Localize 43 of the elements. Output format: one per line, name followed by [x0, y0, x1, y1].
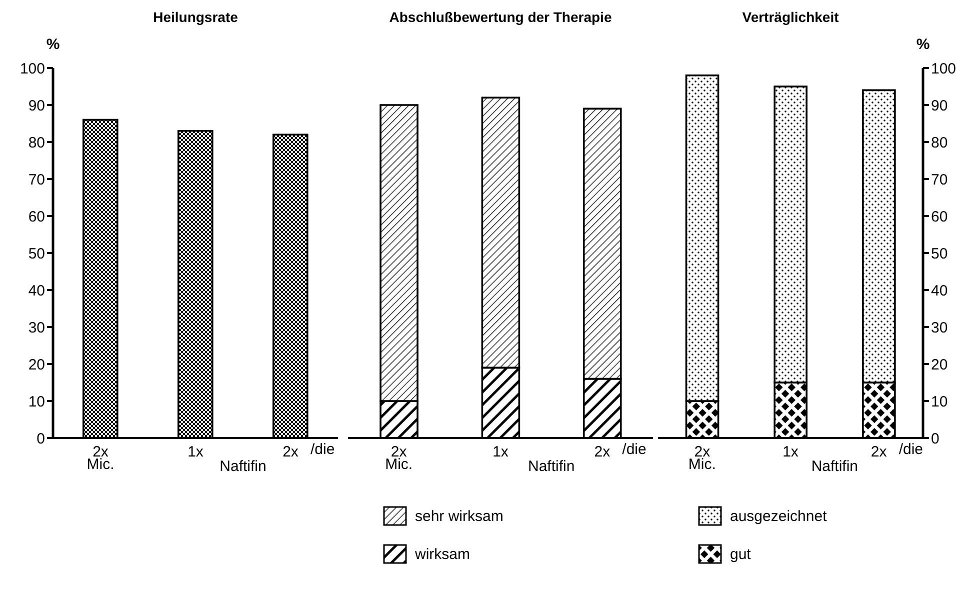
chart-title: Abschlußbewertung der Therapie: [388, 9, 613, 25]
x-tick-label: 1x: [782, 444, 799, 461]
chart-title: Heilungsrate: [152, 9, 239, 25]
x-tick-label: 2x: [870, 444, 888, 461]
y2-tick-label: 40: [931, 282, 948, 300]
y2-tick-label: 60: [931, 208, 948, 226]
y2-axis-title: %: [915, 36, 931, 53]
text: Naftifin: [528, 458, 575, 475]
x-tick-label: 2x: [282, 444, 299, 461]
y2-tick-label: 10: [931, 393, 948, 410]
y-tick-label: 100: [20, 60, 45, 78]
y2-tick-label: 20: [931, 356, 948, 374]
x-tick-label: 2x: [594, 444, 611, 461]
text: /die: [898, 441, 924, 458]
text: /die: [310, 441, 335, 458]
text: /die: [622, 441, 646, 458]
x-tick-label: 1x: [492, 444, 509, 461]
legend-label: ausgezeichnet: [730, 508, 827, 524]
legend-label: sehr wirksam: [415, 508, 504, 524]
y2-tick-label: 90: [931, 97, 948, 114]
y-tick-label: 20: [28, 356, 45, 374]
y2-tick-label: 100: [931, 60, 956, 78]
y2-tick-label: 0: [931, 430, 940, 448]
y-tick-label: 30: [28, 319, 45, 336]
y2-tick-label: 30: [931, 319, 948, 336]
y-tick-label: 10: [28, 393, 45, 410]
y-tick-label: 60: [28, 208, 45, 226]
y2-tick-label: 50: [931, 245, 948, 262]
text: Naftifin: [220, 458, 266, 475]
y-axis-title: %: [45, 36, 61, 53]
y-tick-label: 70: [28, 171, 45, 188]
y-tick-label: 40: [28, 282, 45, 300]
chart-title: Verträglichkeit: [741, 9, 840, 25]
text: Naftifin: [811, 458, 858, 475]
y-tick-label: 90: [28, 97, 45, 114]
legend-label: gut: [730, 546, 751, 562]
y-tick-label: 50: [28, 245, 45, 262]
legend-label: wirksam: [415, 546, 470, 562]
y-tick-label: 80: [28, 134, 45, 152]
y2-tick-label: 80: [931, 134, 948, 152]
y2-tick-label: 70: [931, 171, 948, 188]
y-tick-label: 0: [36, 430, 45, 448]
x-tick-label: 1x: [188, 444, 204, 461]
